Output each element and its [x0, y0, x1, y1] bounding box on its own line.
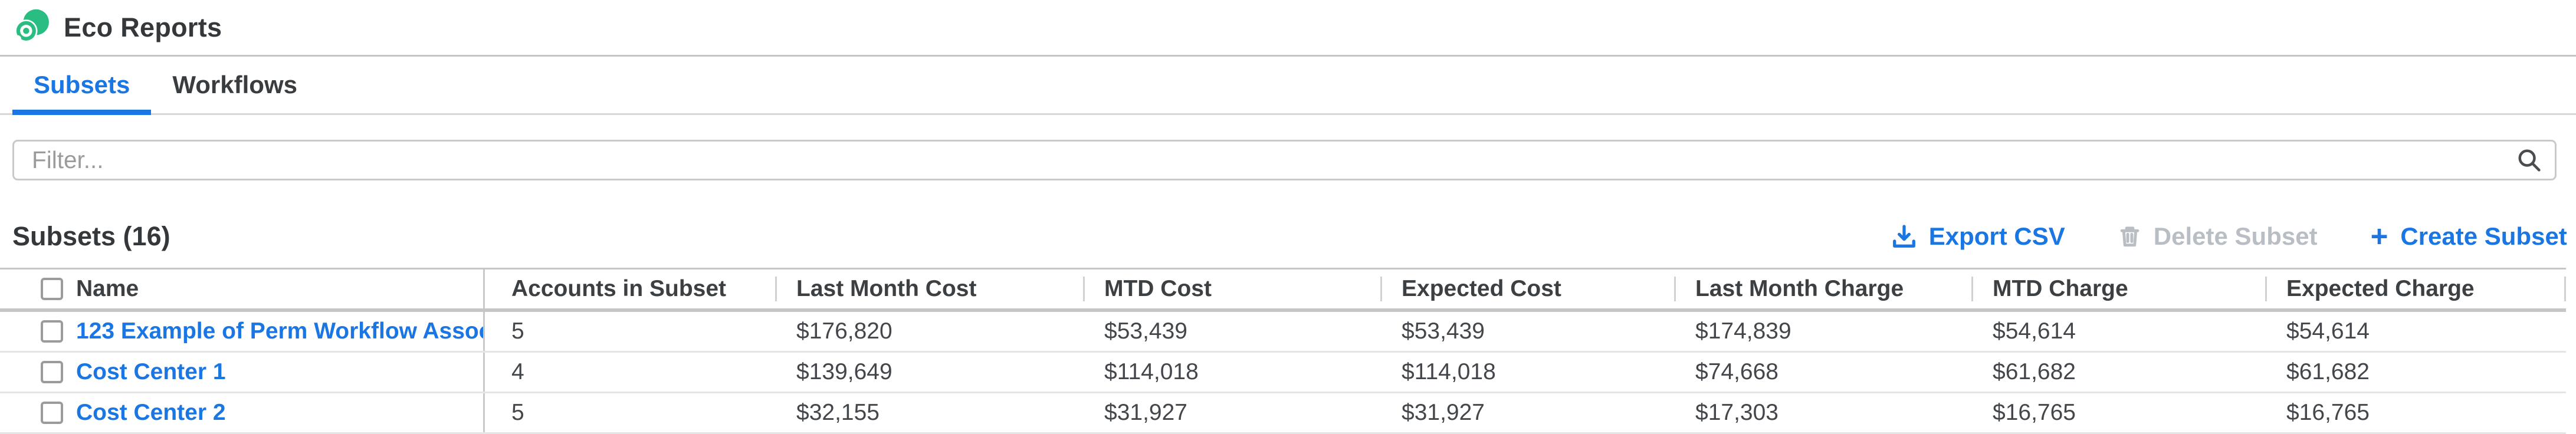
select-all-checkbox[interactable] [41, 278, 63, 300]
cell-mtd-cost: $53,439 [1104, 318, 1187, 344]
table-row: Cost Center 2 5 $32,155 $31,927 $31,927 … [0, 393, 2566, 434]
cell-mtd-charge: $54,614 [1993, 318, 2076, 344]
cell-name: Cost Center 1 [67, 353, 485, 392]
column-header-expected-cost[interactable]: Expected Cost [1380, 269, 1674, 308]
subset-name-link[interactable]: Cost Center 1 [76, 359, 226, 384]
cell-mtd-charge: $16,765 [1993, 400, 2076, 425]
cell-expected-cost: $31,927 [1402, 400, 1485, 425]
row-checkbox-cell [0, 393, 67, 432]
cell-last-month-charge: $74,668 [1695, 359, 1778, 384]
cell-accounts-in-subset: 5 [511, 318, 524, 344]
export-csv-button[interactable]: Export CSV [1892, 222, 2065, 251]
cell-expected-cost: $114,018 [1402, 359, 1496, 384]
subsets-table: Name Accounts in Subset Last Month Cost … [0, 268, 2566, 434]
search-icon[interactable] [2516, 147, 2542, 173]
column-header-mtd-cost[interactable]: MTD Cost [1083, 269, 1380, 308]
create-subset-button[interactable]: + Create Subset [2370, 219, 2567, 253]
tab-workflows[interactable]: Workflows [172, 71, 297, 98]
cell-mtd-charge: $61,682 [1993, 359, 2076, 384]
cell-last-month-cost: $32,155 [796, 400, 880, 425]
cell-last-month-cost: $176,820 [796, 318, 892, 344]
row-checkbox[interactable] [41, 402, 63, 424]
cell-expected-cost: $53,439 [1402, 318, 1485, 344]
column-header-mtd-charge[interactable]: MTD Charge [1971, 269, 2265, 308]
cell-expected-charge: $61,682 [2286, 359, 2370, 384]
app-header: Eco Reports [0, 0, 2576, 57]
column-header-name[interactable]: Name [67, 269, 485, 308]
cell-name: Cost Center 2 [67, 393, 485, 432]
filter-input[interactable] [12, 140, 2557, 180]
header-checkbox-cell [0, 269, 67, 308]
subset-name-link[interactable]: Cost Center 2 [76, 400, 226, 425]
cell-last-month-cost: $139,649 [796, 359, 892, 384]
subset-name-link[interactable]: 123 Example of Perm Workflow Association [76, 318, 485, 344]
download-icon [1892, 225, 1915, 248]
table-row: Cost Center 1 4 $139,649 $114,018 $114,0… [0, 353, 2566, 393]
cell-last-month-charge: $17,303 [1695, 400, 1778, 425]
cell-last-month-charge: $174,839 [1695, 318, 1791, 344]
row-checkbox[interactable] [41, 320, 63, 343]
column-header-last-month-cost[interactable]: Last Month Cost [775, 269, 1083, 308]
cell-mtd-cost: $114,018 [1104, 359, 1199, 384]
row-checkbox[interactable] [41, 361, 63, 383]
cell-name: 123 Example of Perm Workflow Association [67, 312, 485, 351]
cell-expected-charge: $54,614 [2286, 318, 2370, 344]
column-header-expected-charge[interactable]: Expected Charge [2265, 269, 2566, 308]
cell-expected-charge: $16,765 [2286, 400, 2370, 425]
page-title: Eco Reports [64, 12, 222, 42]
table-header-row: Name Accounts in Subset Last Month Cost … [0, 268, 2566, 312]
cell-accounts-in-subset: 4 [511, 359, 524, 384]
actions-toolbar: Export CSV Delete Subset + Create Subset [1892, 219, 2567, 253]
cell-mtd-cost: $31,927 [1104, 400, 1187, 425]
filter-bar [12, 140, 2557, 180]
column-header-accounts-in-subset[interactable]: Accounts in Subset [511, 276, 727, 301]
plus-icon: + [2370, 219, 2388, 253]
eco-logo-icon [13, 9, 49, 44]
tab-subsets[interactable]: Subsets [12, 57, 152, 115]
table-body: 123 Example of Perm Workflow Association… [0, 312, 2566, 434]
row-checkbox-cell [0, 312, 67, 351]
delete-subset-button[interactable]: Delete Subset [2118, 222, 2318, 251]
section-title: Subsets (16) [12, 221, 170, 251]
column-header-last-month-charge[interactable]: Last Month Charge [1674, 269, 1971, 308]
table-row: 123 Example of Perm Workflow Association… [0, 312, 2566, 353]
tab-bar: Subsets Workflows [0, 57, 2576, 115]
cell-accounts-in-subset: 5 [511, 400, 524, 425]
trash-icon [2120, 226, 2139, 247]
section-row: Subsets (16) Export CSV Delete Subset [12, 221, 2567, 252]
row-checkbox-cell [0, 353, 67, 392]
